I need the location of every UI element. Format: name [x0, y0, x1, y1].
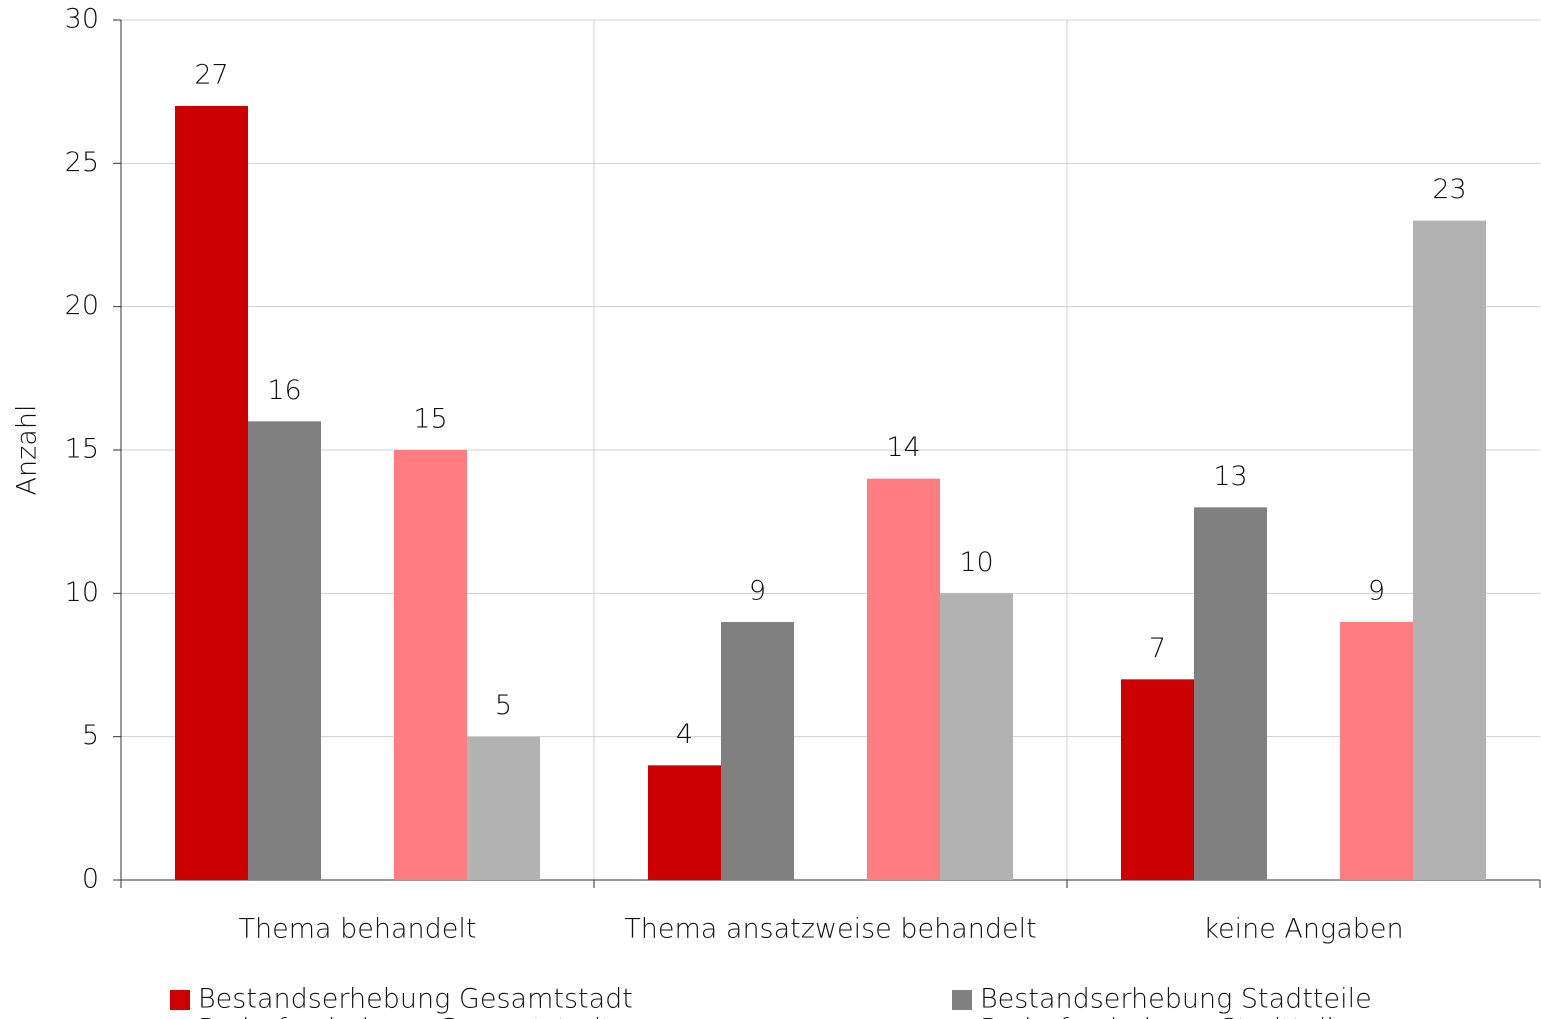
- value-label: 27: [194, 60, 228, 91]
- legend-label: Bedarfserhebung Stadtteile: [980, 1014, 1351, 1019]
- value-label: 13: [1213, 461, 1247, 492]
- bar: [867, 478, 940, 880]
- value-label: 16: [267, 375, 301, 406]
- bar: [648, 765, 721, 880]
- value-label: 15: [413, 404, 447, 435]
- value-label: 10: [959, 547, 993, 578]
- bar: [1194, 507, 1267, 880]
- value-label: 5: [495, 690, 512, 721]
- bar: [467, 736, 540, 880]
- y-tick-label: 15: [65, 434, 99, 465]
- value-label: 23: [1432, 174, 1466, 205]
- bar: [721, 622, 794, 880]
- legend-label: Bestandserhebung Stadtteile: [980, 984, 1372, 1015]
- y-tick-label: 20: [65, 290, 99, 321]
- y-tick-label: 10: [65, 577, 99, 608]
- y-tick-label: 5: [82, 720, 99, 751]
- bar: [940, 593, 1013, 880]
- legend-swatch: [170, 990, 190, 1010]
- x-tick-label: Thema behandelt: [238, 914, 476, 945]
- bar: [1340, 622, 1413, 880]
- legend-label: Bedarfserhebung Gesamtstadt: [198, 1014, 612, 1019]
- bar: [175, 106, 248, 880]
- x-tick-label: Thema ansatzweise behandelt: [624, 914, 1037, 945]
- bar: [1121, 679, 1194, 880]
- y-tick-label: 30: [65, 4, 99, 35]
- legend-swatch: [952, 990, 972, 1010]
- y-axis-label: Anzahl: [12, 405, 43, 496]
- legend-label: Bestandserhebung Gesamtstadt: [198, 984, 633, 1015]
- value-label: 7: [1149, 633, 1166, 664]
- value-label: 4: [676, 719, 693, 750]
- value-label: 9: [1368, 576, 1385, 607]
- y-tick-label: 25: [65, 147, 99, 178]
- bar: [394, 450, 467, 880]
- bar: [248, 421, 321, 880]
- y-tick-label: 0: [82, 864, 99, 895]
- value-label: 14: [886, 432, 920, 463]
- x-tick-label: keine Angaben: [1203, 914, 1403, 945]
- value-label: 9: [749, 576, 766, 607]
- bar: [1413, 220, 1486, 880]
